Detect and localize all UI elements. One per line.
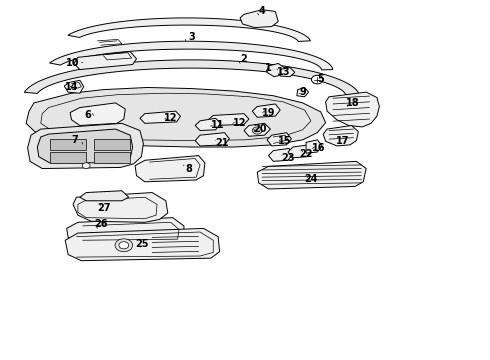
- Text: 27: 27: [98, 203, 111, 213]
- Polygon shape: [267, 133, 292, 146]
- Text: 14: 14: [65, 82, 78, 92]
- Polygon shape: [80, 191, 129, 201]
- Text: 21: 21: [215, 139, 228, 148]
- Text: 15: 15: [278, 136, 292, 145]
- Text: 16: 16: [312, 143, 325, 153]
- Circle shape: [252, 127, 262, 134]
- Text: 12: 12: [164, 113, 177, 123]
- Polygon shape: [244, 123, 270, 136]
- Polygon shape: [70, 103, 125, 126]
- Text: 10: 10: [66, 58, 80, 68]
- Text: 24: 24: [304, 174, 318, 184]
- Text: 3: 3: [188, 32, 195, 41]
- Bar: [94, 139, 130, 149]
- Text: 4: 4: [259, 6, 266, 16]
- Text: 25: 25: [136, 239, 149, 249]
- Text: 20: 20: [253, 124, 267, 134]
- Polygon shape: [240, 10, 278, 28]
- Text: 11: 11: [211, 121, 225, 130]
- Polygon shape: [64, 80, 84, 93]
- Text: 1: 1: [265, 63, 272, 73]
- Text: 2: 2: [241, 54, 247, 64]
- Polygon shape: [49, 41, 333, 70]
- Text: 6: 6: [84, 111, 91, 121]
- Text: 13: 13: [277, 67, 291, 77]
- Polygon shape: [195, 118, 220, 131]
- Circle shape: [312, 75, 323, 84]
- Polygon shape: [326, 92, 379, 127]
- Polygon shape: [24, 60, 359, 95]
- Text: 9: 9: [299, 87, 306, 97]
- Text: 22: 22: [299, 149, 313, 159]
- Bar: [94, 152, 130, 163]
- Polygon shape: [37, 129, 133, 163]
- Circle shape: [115, 239, 133, 252]
- Bar: [49, 152, 86, 163]
- Text: 12: 12: [233, 118, 247, 128]
- Text: 5: 5: [318, 74, 324, 84]
- Polygon shape: [74, 51, 137, 69]
- Polygon shape: [195, 133, 229, 146]
- Polygon shape: [140, 111, 180, 123]
- Text: 17: 17: [336, 136, 349, 145]
- Text: 18: 18: [345, 98, 359, 108]
- Polygon shape: [68, 18, 311, 41]
- Polygon shape: [135, 156, 205, 182]
- Polygon shape: [288, 145, 314, 158]
- Bar: [49, 139, 86, 149]
- Polygon shape: [208, 114, 249, 126]
- Polygon shape: [280, 67, 295, 77]
- Text: 23: 23: [281, 153, 295, 163]
- Text: 19: 19: [262, 108, 275, 118]
- Polygon shape: [252, 104, 280, 117]
- Text: 8: 8: [185, 163, 192, 174]
- Polygon shape: [267, 63, 285, 77]
- Polygon shape: [26, 87, 326, 147]
- Polygon shape: [65, 228, 220, 261]
- Polygon shape: [27, 123, 144, 168]
- Polygon shape: [257, 161, 366, 189]
- Polygon shape: [323, 126, 358, 146]
- Text: 26: 26: [94, 219, 108, 229]
- Polygon shape: [73, 193, 168, 222]
- Polygon shape: [306, 140, 322, 153]
- Circle shape: [82, 163, 90, 168]
- Polygon shape: [67, 218, 184, 244]
- Polygon shape: [269, 148, 293, 161]
- Text: 7: 7: [72, 135, 78, 145]
- Circle shape: [119, 242, 129, 249]
- Polygon shape: [297, 87, 309, 97]
